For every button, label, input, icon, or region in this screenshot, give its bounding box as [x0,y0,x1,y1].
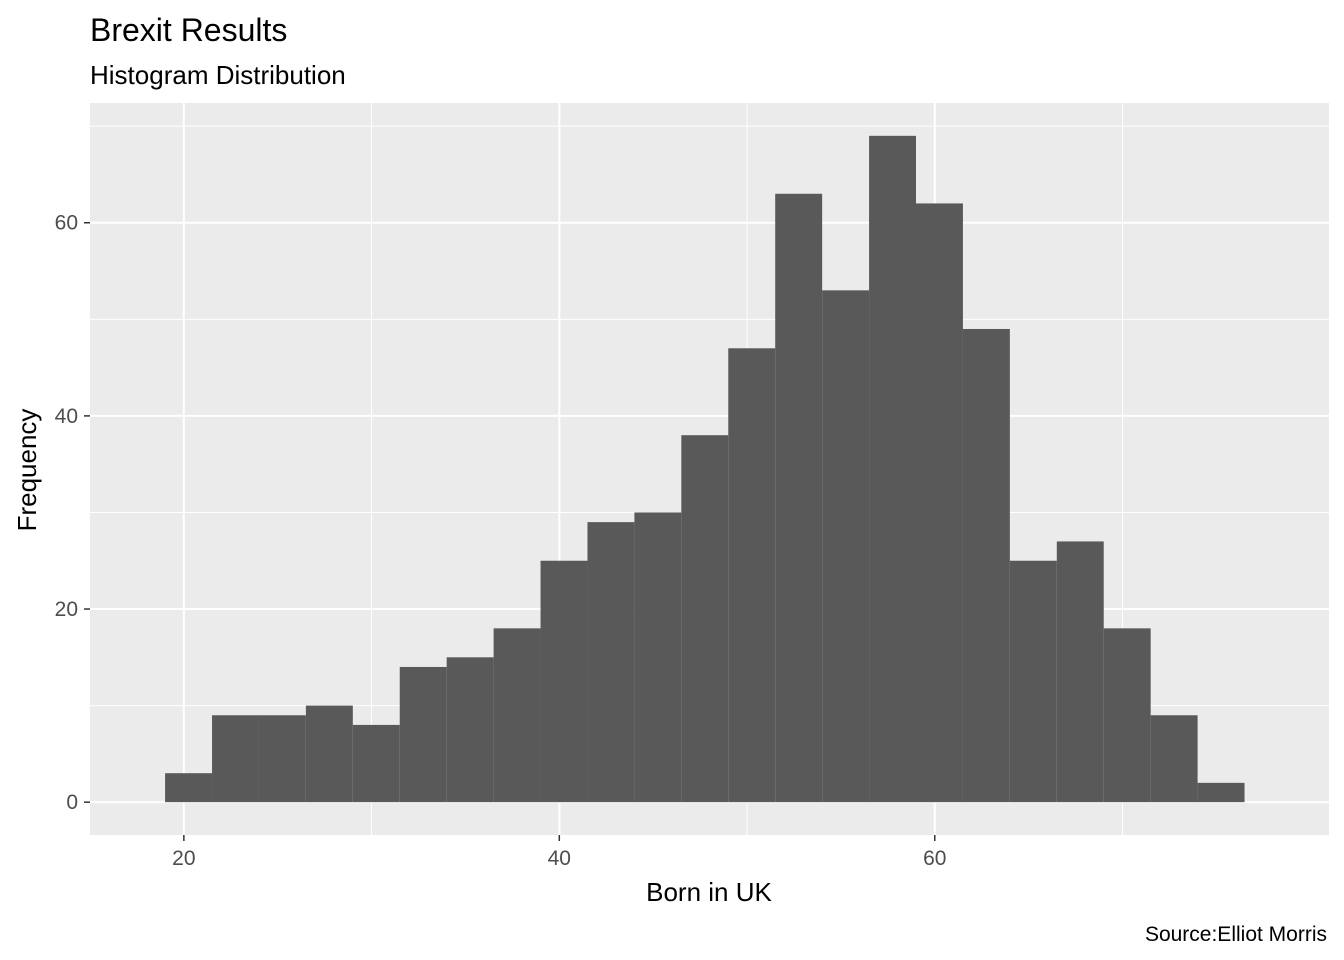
histogram-bar [822,290,870,803]
x-tick-label: 40 [548,847,571,870]
histogram-bar [399,666,447,803]
histogram-bar [493,628,541,803]
x-axis-title: Born in UK [646,877,772,907]
histogram-bar [962,328,1010,803]
histogram-bar [1009,560,1057,803]
chart-title: Brexit Results [90,12,287,48]
histogram-bar [869,135,916,803]
x-tick-label: 60 [923,847,946,870]
y-tick-label: 60 [55,212,78,235]
histogram-bar [446,657,494,803]
y-tick-label: 40 [55,405,78,428]
histogram-bar [1056,541,1104,803]
y-tick-label: 0 [66,791,78,814]
histogram-bar [212,715,259,803]
histogram-bar [1197,782,1245,803]
histogram-bar [258,715,306,803]
histogram-bar [681,435,729,803]
histogram-bar [540,560,588,803]
histogram-bar [775,193,823,803]
histogram-bar [728,348,776,803]
axes: 20 40 60 0 20 40 60 [55,212,947,870]
histogram-bar [916,203,963,803]
histogram-bar [305,705,353,803]
histogram-bar [1150,715,1198,803]
chart-caption: Source:Elliot Morris [1145,923,1327,946]
y-axis-title: Frequency [12,409,42,532]
histogram-bar [1103,628,1151,803]
histogram-bar [352,724,400,803]
histogram-bar [634,512,682,803]
chart-subtitle: Histogram Distribution [90,60,346,90]
histogram-bars [165,135,1245,803]
histogram-bar [165,773,213,803]
histogram-bar [587,522,635,803]
y-tick-label: 20 [55,598,78,621]
x-tick-label: 20 [172,847,195,870]
